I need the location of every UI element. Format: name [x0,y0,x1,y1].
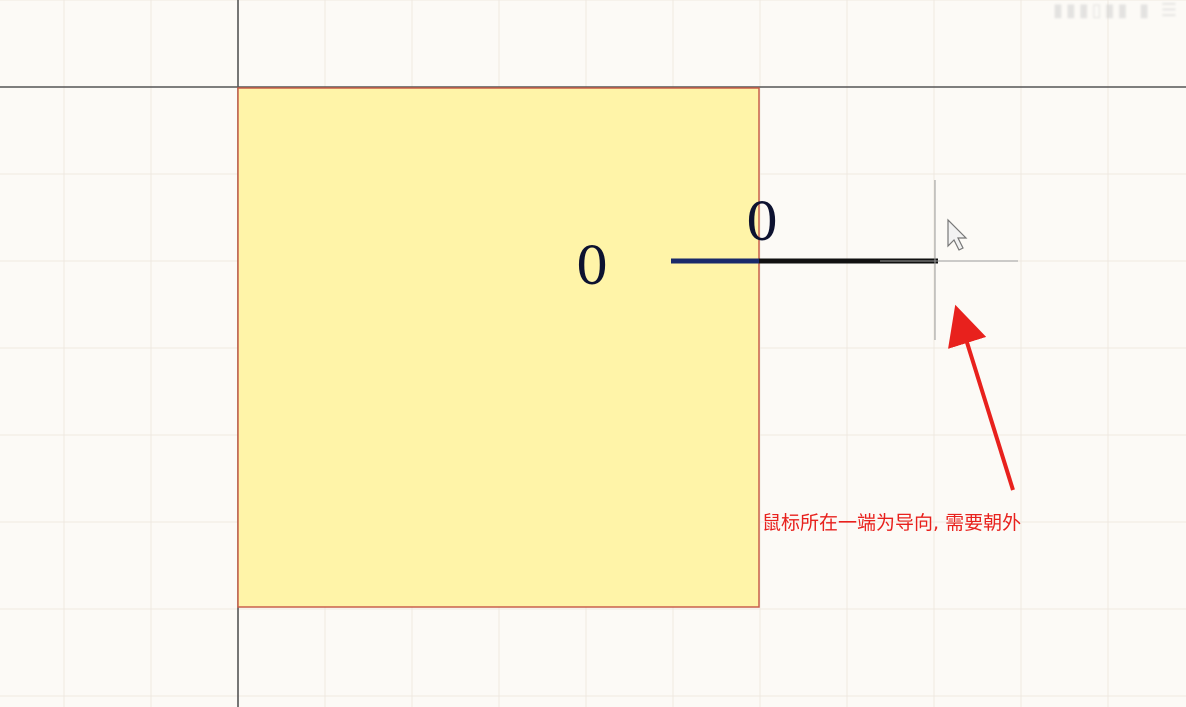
pin-designator-label: 0 [575,237,608,297]
red-arrow-icon [948,304,1015,491]
pin-name-label: 0 [745,193,778,253]
top-right-faded-overlay: ▮▮▮▯▮▮ ▮ ☰ [1053,0,1180,21]
mouse-pointer-icon [947,218,968,251]
annotation-text: 鼠标所在一端为导向, 需要朝外 [762,512,1022,534]
crosshair-cursor-icon [880,180,1018,340]
component-body[interactable] [237,87,760,608]
